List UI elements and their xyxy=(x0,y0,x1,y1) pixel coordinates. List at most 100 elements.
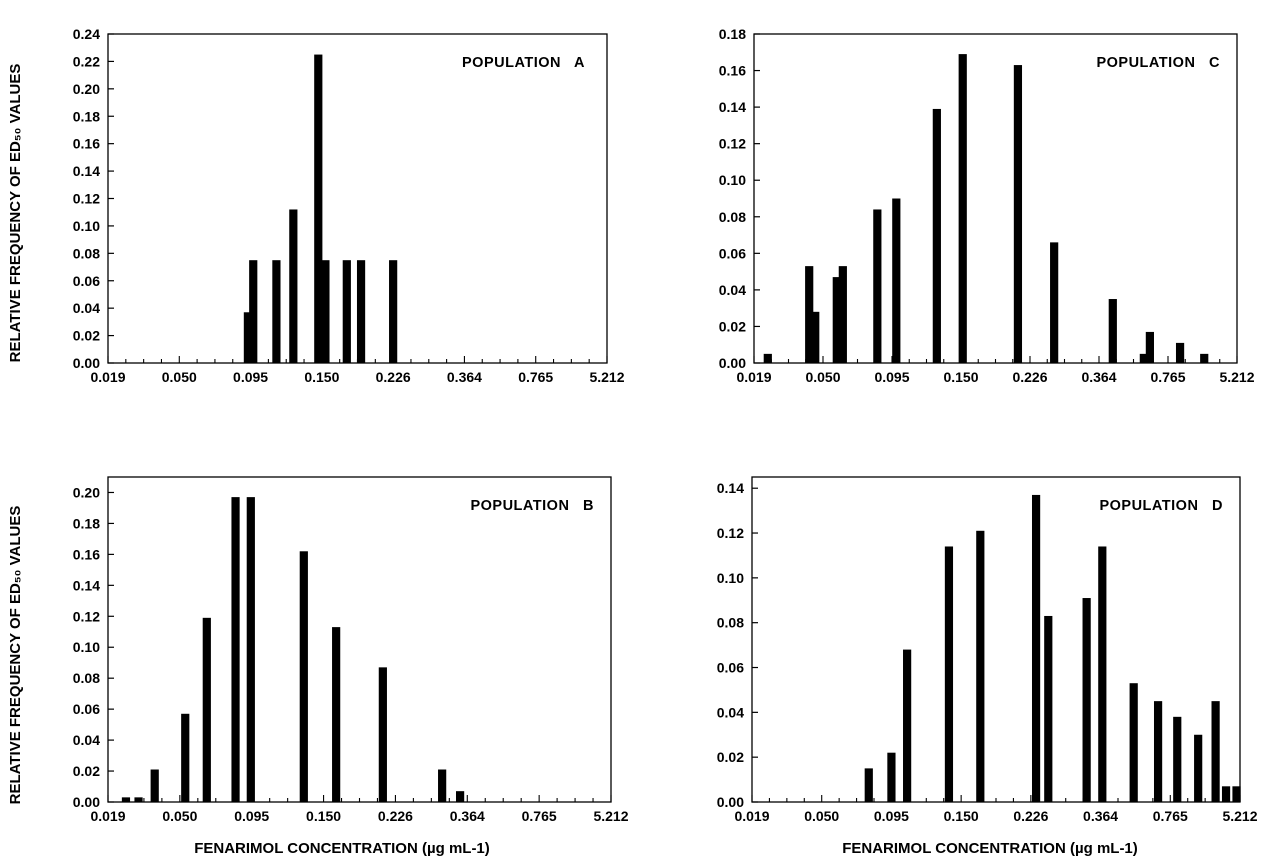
x-tick-label-a: 0.050 xyxy=(162,369,197,385)
y-tick-label-a: 0.14 xyxy=(73,163,100,179)
x-tick-label-b: 0.050 xyxy=(162,808,197,824)
x-tick-label-a: 0.150 xyxy=(304,369,339,385)
x-tick-label-a: 0.364 xyxy=(447,369,482,385)
panel-population-d: 0.00 0.02 0.04 0.06 0.08 0.10 0.12 0.14 0.019 0.0… xyxy=(717,477,1258,824)
bar-d xyxy=(1098,546,1106,802)
y-tick-label-b: 0.06 xyxy=(73,701,100,717)
bar-b xyxy=(151,770,159,803)
x-tick-label-c: 0.050 xyxy=(805,369,840,385)
bar-b xyxy=(203,618,211,802)
x-axis-title-left: FENARIMOL CONCENTRATION (µg mL-1) xyxy=(194,840,490,857)
y-tick-label-a: 0.04 xyxy=(73,300,100,316)
x-tick-label-c: 5.212 xyxy=(1219,369,1254,385)
panel-label-a: POPULATION A xyxy=(462,55,585,71)
y-axis-title-bottom: RELATIVE FREQUENCY OF ED₅₀ VALUES xyxy=(7,506,24,805)
x-tick-label-c: 0.019 xyxy=(736,369,771,385)
bar-c xyxy=(1200,354,1208,363)
bar-c xyxy=(1146,332,1154,363)
bar-a xyxy=(389,260,397,363)
y-tick-label-a: 0.10 xyxy=(73,218,100,234)
x-tick-label-c: 0.226 xyxy=(1012,369,1047,385)
y-tick-label-a: 0.06 xyxy=(73,273,100,289)
x-tick-label-a: 0.019 xyxy=(90,369,125,385)
y-tick-label-c: 0.06 xyxy=(719,245,746,261)
bar-d xyxy=(903,650,911,802)
bar-c xyxy=(933,109,941,363)
x-tick-label-d: 0.150 xyxy=(944,808,979,824)
bar-d xyxy=(1173,717,1181,802)
bar-d xyxy=(1044,616,1052,802)
x-tick-label-d: 0.050 xyxy=(804,808,839,824)
y-tick-label-b: 0.12 xyxy=(73,608,100,624)
y-tick-label-b: 0.04 xyxy=(73,732,100,748)
bar-a xyxy=(343,260,351,363)
y-tick-label-b: 0.08 xyxy=(73,670,100,686)
y-tick-label-d: 0.14 xyxy=(717,480,744,496)
bar-c xyxy=(839,266,847,363)
bar-d xyxy=(1212,701,1220,802)
y-tick-label-a: 0.02 xyxy=(73,328,100,344)
y-tick-label-c: 0.16 xyxy=(719,63,746,79)
x-tick-label-b: 0.226 xyxy=(378,808,413,824)
x-axis-title-right: FENARIMOL CONCENTRATION (µg mL-1) xyxy=(842,840,1138,857)
bar-a xyxy=(272,260,280,363)
bar-b xyxy=(134,797,142,802)
x-tick-label-c: 0.095 xyxy=(874,369,909,385)
bar-c xyxy=(873,209,881,363)
y-tick-label-b: 0.10 xyxy=(73,639,100,655)
x-tick-label-a: 0.095 xyxy=(233,369,268,385)
panel-label-d: POPULATION D xyxy=(1099,498,1223,514)
x-tick-label-b: 0.150 xyxy=(306,808,341,824)
y-tick-label-c: 0.08 xyxy=(719,209,746,225)
bar-c xyxy=(1050,242,1058,363)
y-tick-label-a: 0.24 xyxy=(73,26,100,42)
bar-d xyxy=(945,546,953,802)
bar-d xyxy=(1083,598,1091,802)
bar-a xyxy=(314,55,322,363)
y-tick-label-a: 0.08 xyxy=(73,245,100,261)
x-tick-label-b: 5.212 xyxy=(593,808,628,824)
bar-c xyxy=(1176,343,1184,363)
x-tick-label-d: 5.212 xyxy=(1222,808,1257,824)
bar-c xyxy=(1014,65,1022,363)
y-tick-label-c: 0.02 xyxy=(719,318,746,334)
bar-c xyxy=(1109,299,1117,363)
bar-c xyxy=(811,312,819,363)
x-tick-label-d: 0.226 xyxy=(1013,808,1048,824)
y-tick-label-b: 0.18 xyxy=(73,515,100,531)
bar-a xyxy=(289,209,297,363)
panel-population-b: 0.00 0.02 0.04 0.06 0.08 0.10 0.12 0.14 0.16 0.18… xyxy=(73,477,629,824)
y-tick-label-b: 0.20 xyxy=(73,484,100,500)
y-tick-label-c: 0.04 xyxy=(719,282,746,298)
plot-frame-d xyxy=(752,477,1240,802)
x-tick-label-b: 0.364 xyxy=(450,808,485,824)
y-tick-label-d: 0.06 xyxy=(717,660,744,676)
y-tick-label-c: 0.14 xyxy=(719,99,746,115)
bar-a xyxy=(321,260,329,363)
bar-d xyxy=(1154,701,1162,802)
x-tick-label-d: 0.364 xyxy=(1083,808,1118,824)
y-tick-label-d: 0.04 xyxy=(717,704,744,720)
bar-d xyxy=(1194,735,1202,802)
panel-label-b: POPULATION B xyxy=(470,498,594,514)
bar-b xyxy=(332,627,340,802)
bar-b xyxy=(231,497,239,802)
bar-d xyxy=(887,753,895,802)
x-tick-label-c: 0.765 xyxy=(1150,369,1185,385)
bar-b xyxy=(379,667,387,802)
bar-c xyxy=(764,354,772,363)
y-tick-label-c: 0.12 xyxy=(719,136,746,152)
x-tick-label-c: 0.150 xyxy=(943,369,978,385)
x-tick-label-b: 0.019 xyxy=(90,808,125,824)
x-tick-label-b: 0.765 xyxy=(522,808,557,824)
x-tick-label-a: 0.765 xyxy=(518,369,553,385)
y-tick-label-d: 0.12 xyxy=(717,525,744,541)
y-tick-label-d: 0.02 xyxy=(717,749,744,765)
bar-d xyxy=(1232,786,1240,802)
y-tick-label-a: 0.20 xyxy=(73,81,100,97)
y-tick-label-a: 0.12 xyxy=(73,191,100,207)
y-tick-label-b: 0.16 xyxy=(73,546,100,562)
bar-b xyxy=(456,791,464,802)
x-tick-label-d: 0.095 xyxy=(874,808,909,824)
